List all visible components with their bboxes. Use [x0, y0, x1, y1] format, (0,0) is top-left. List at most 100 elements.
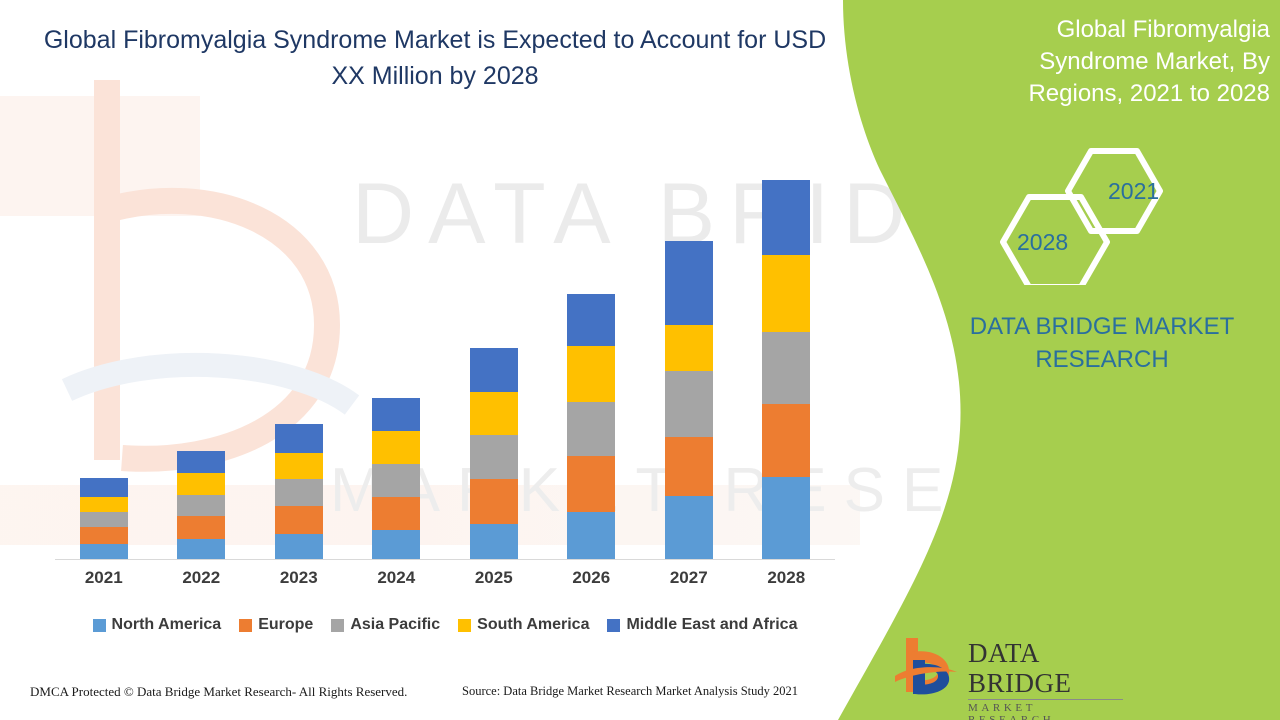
- stacked-bar-2024[interactable]: [372, 398, 421, 560]
- bar-segment[interactable]: [372, 463, 421, 497]
- legend-item[interactable]: South America: [458, 616, 589, 634]
- footer-copyright: DMCA Protected © Data Bridge Market Rese…: [30, 684, 408, 699]
- bar-segment[interactable]: [274, 424, 323, 453]
- legend-label: North America: [111, 616, 222, 633]
- x-axis-label-2028: 2028: [767, 568, 806, 587]
- x-axis-label-2024: 2024: [377, 568, 416, 587]
- bar-segment[interactable]: [567, 294, 616, 347]
- x-axis-label-2027: 2027: [669, 568, 708, 587]
- bar-segment[interactable]: [274, 534, 323, 560]
- logo-title: DATA BRIDGE: [968, 638, 1072, 698]
- bar-segment[interactable]: [762, 332, 811, 404]
- legend-item[interactable]: Middle East and Africa: [607, 616, 797, 634]
- bar-slot: [738, 151, 836, 560]
- bar-segment[interactable]: [664, 437, 713, 496]
- x-axis-label-2023: 2023: [279, 568, 318, 587]
- bar-slot: [55, 151, 153, 560]
- stacked-bar-2023[interactable]: [274, 424, 323, 560]
- x-axis-label-2025: 2025: [474, 568, 513, 587]
- bar-segment[interactable]: [664, 495, 713, 560]
- bar-segment[interactable]: [762, 403, 811, 478]
- panel-title: Global Fibromyalgia Syndrome Market, By …: [1028, 16, 1270, 107]
- bar-segment[interactable]: [469, 524, 518, 560]
- bar-segment[interactable]: [177, 538, 226, 560]
- stacked-bar-2028[interactable]: [762, 179, 811, 560]
- bar-segment[interactable]: [177, 473, 226, 495]
- bar-segment[interactable]: [177, 494, 226, 517]
- bar-segment[interactable]: [372, 431, 421, 464]
- logo-divider: [968, 699, 1123, 700]
- footer-source: Source: Data Bridge Market Research Mark…: [462, 684, 799, 698]
- bar-segment[interactable]: [79, 543, 128, 560]
- x-axis-label-2026: 2026: [572, 568, 611, 587]
- stacked-bar-2027[interactable]: [664, 241, 713, 560]
- bar-slot: [250, 151, 348, 560]
- bar-segment[interactable]: [274, 452, 323, 480]
- legend-swatch-icon: [331, 618, 345, 632]
- bar-segment[interactable]: [762, 255, 811, 333]
- bar-segment[interactable]: [469, 348, 518, 393]
- stacked-bar-2022[interactable]: [177, 450, 226, 560]
- x-axis-label-2021: 2021: [84, 568, 123, 587]
- hexagon-badges: 2021 2028: [995, 145, 1195, 290]
- bar-segment[interactable]: [372, 496, 421, 531]
- bar-segment[interactable]: [469, 392, 518, 436]
- bar-slot: [543, 151, 641, 560]
- green-side-panel: [810, 0, 1280, 720]
- bar-segment[interactable]: [664, 241, 713, 325]
- bar-segment[interactable]: [567, 401, 616, 456]
- chart-plot-area: [55, 150, 835, 560]
- legend-swatch-icon: [92, 618, 106, 632]
- bar-segment[interactable]: [79, 511, 128, 528]
- hexagon-label-start: 2021: [1108, 178, 1160, 204]
- chart-legend: North America Europe Asia Pacific South Ame…: [55, 616, 835, 634]
- stacked-bar-2021[interactable]: [79, 478, 128, 560]
- bar-segment[interactable]: [79, 527, 128, 544]
- bar-segment[interactable]: [567, 511, 616, 560]
- legend-item[interactable]: Asia Pacific: [331, 616, 440, 634]
- logo-wordmark: DATA BRIDGE MARKET RESEARCH: [968, 638, 1123, 720]
- panel-brand-text: DATA BRIDGE MARKET RESEARCH: [969, 313, 1235, 373]
- legend-label: Asia Pacific: [350, 616, 441, 633]
- bar-slot: [640, 151, 738, 560]
- legend-swatch-icon: [239, 618, 253, 632]
- bar-segment[interactable]: [177, 450, 226, 474]
- bar-segment[interactable]: [664, 324, 713, 371]
- legend-label: South America: [477, 616, 590, 633]
- legend-item[interactable]: North America: [92, 616, 222, 634]
- legend-item[interactable]: Europe: [239, 616, 313, 634]
- databridge-b-icon: [895, 638, 957, 695]
- bar-group: [55, 151, 835, 560]
- hexagon-outlines-icon: [1000, 148, 1163, 290]
- legend-swatch-icon: [607, 618, 621, 632]
- x-axis-label-2022: 2022: [182, 568, 221, 587]
- bar-segment[interactable]: [762, 179, 811, 256]
- bar-segment[interactable]: [177, 516, 226, 539]
- bar-segment[interactable]: [79, 478, 128, 497]
- chart-title: Global Fibromyalgia Syndrome Market is E…: [43, 26, 827, 90]
- legend-label: Middle East and Africa: [626, 616, 798, 633]
- bar-segment[interactable]: [274, 505, 323, 535]
- bar-slot: [348, 151, 446, 560]
- hexagon-label-end: 2028: [1017, 229, 1069, 255]
- bar-segment[interactable]: [567, 346, 616, 402]
- bar-segment[interactable]: [372, 398, 421, 432]
- bar-segment[interactable]: [274, 479, 323, 506]
- bar-segment[interactable]: [762, 477, 811, 560]
- logo-subtitle: MARKET RESEARCH: [968, 702, 1055, 720]
- bar-slot: [445, 151, 543, 560]
- bar-segment[interactable]: [567, 455, 616, 512]
- stacked-bar-2026[interactable]: [567, 294, 616, 560]
- bar-segment[interactable]: [372, 530, 421, 560]
- legend-swatch-icon: [458, 618, 472, 632]
- stacked-bar-2025[interactable]: [469, 348, 518, 560]
- bar-segment[interactable]: [664, 370, 713, 438]
- legend-label: Europe: [258, 616, 314, 633]
- bar-segment[interactable]: [469, 479, 518, 525]
- bar-segment[interactable]: [79, 496, 128, 512]
- bar-slot: [153, 151, 251, 560]
- x-axis-labels: 2021 2022 2023 2024 2025 2026 2027 2028: [55, 568, 835, 588]
- bar-segment[interactable]: [469, 435, 518, 480]
- x-axis-line: [55, 559, 835, 560]
